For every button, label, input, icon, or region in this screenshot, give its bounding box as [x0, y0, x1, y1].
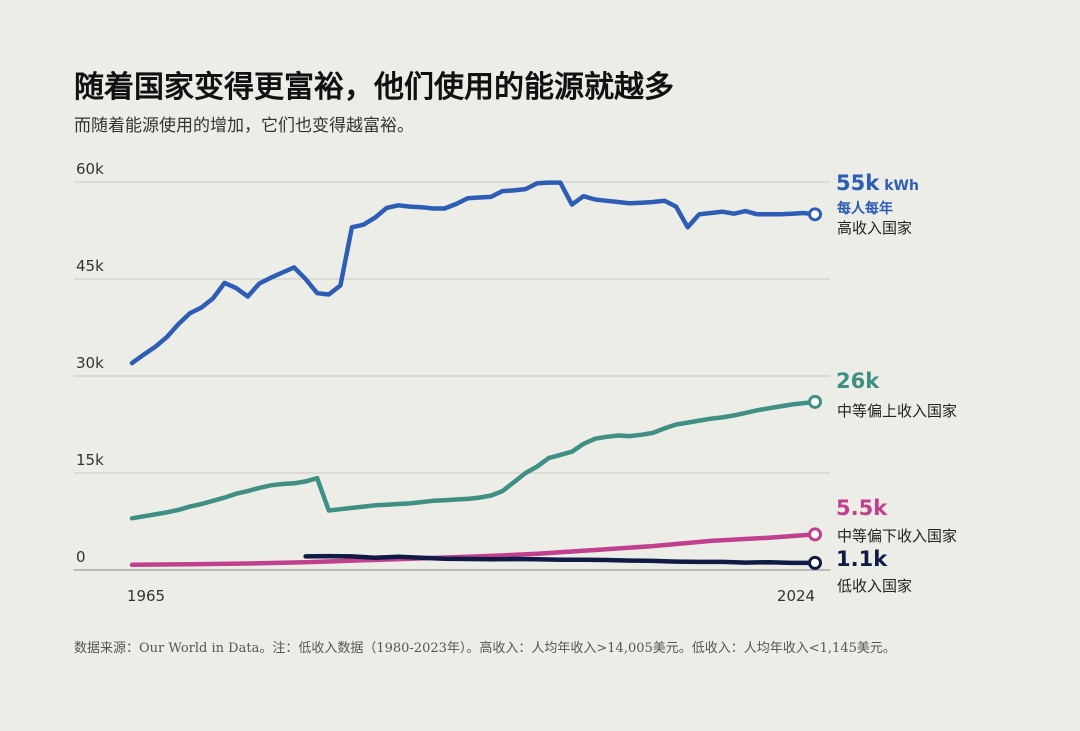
x-axis-ticks: 1965 2024	[127, 587, 815, 605]
series-end-marker	[808, 394, 822, 409]
series-end-marker	[808, 555, 822, 570]
x-tick-label: 2024	[777, 587, 815, 605]
series-group-label: 中等偏下收入国家	[837, 527, 957, 545]
unit-note: 每人每年	[837, 200, 893, 217]
unit-label: kWh	[884, 178, 919, 194]
y-tick-label: 0	[76, 548, 86, 566]
y-tick-label: 45k	[76, 257, 104, 275]
series-end-value-text: 5.5k	[836, 496, 888, 520]
series-end-value-text: 55k	[836, 171, 880, 195]
series-group-label: 中等偏上收入国家	[837, 402, 957, 420]
chart-subtitle: 而随着能源使用的增加，它们也变得越富裕。	[74, 116, 414, 136]
series-lines	[129, 180, 822, 570]
series-end-value: 1.1k	[836, 547, 888, 571]
series-line-0	[129, 180, 818, 366]
series-end-value: 26k	[836, 369, 880, 393]
y-tick-label: 60k	[76, 160, 104, 178]
x-tick-label: 1965	[127, 587, 165, 605]
chart-title: 随着国家变得更富裕，他们使用的能源就越多	[74, 70, 674, 105]
series-line-3	[303, 553, 818, 566]
series-end-marker	[808, 207, 822, 222]
series-end-value-text: 1.1k	[836, 547, 888, 571]
series-group-label: 高收入国家	[837, 219, 912, 237]
series-end-value: 55k kWh	[836, 171, 919, 195]
series-end-value-text: 26k	[836, 369, 880, 393]
y-tick-label: 30k	[76, 354, 104, 372]
series-group-label: 低收入国家	[837, 577, 912, 595]
source-note: 数据来源：Our World in Data。注：低收入数据（1980-2023…	[74, 641, 896, 656]
series-line-1	[129, 399, 818, 521]
y-axis-ticks: 60k 45k 30k 15k 0	[76, 160, 104, 566]
gridlines	[74, 181, 830, 571]
series-end-value: 5.5k	[836, 496, 888, 520]
series-end-marker	[808, 527, 822, 542]
series-line-2	[129, 532, 818, 568]
y-tick-label: 15k	[76, 451, 104, 469]
